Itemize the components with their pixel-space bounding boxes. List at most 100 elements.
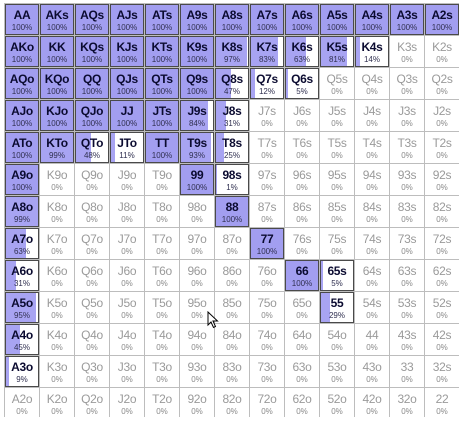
hand-cell-74o[interactable]: 74o 0% [250, 324, 284, 355]
hand-cell-a6o[interactable]: A6o 31% [5, 260, 39, 291]
hand-cell-22[interactable]: 22 0% [425, 388, 459, 419]
hand-cell-84s[interactable]: 84s 0% [355, 196, 389, 227]
hand-cell-j9o[interactable]: J9o 0% [110, 164, 144, 195]
hand-cell-83o[interactable]: 83o 0% [215, 356, 249, 387]
hand-cell-92o[interactable]: 92o 0% [180, 388, 214, 419]
hand-cell-qjs[interactable]: QJs 100% [110, 68, 144, 99]
hand-cell-q9s[interactable]: Q9s 100% [180, 68, 214, 99]
hand-cell-k2o[interactable]: K2o 0% [40, 388, 74, 419]
hand-cell-96s[interactable]: 96s 0% [285, 164, 319, 195]
hand-cell-85o[interactable]: 85o 0% [215, 292, 249, 323]
hand-cell-93s[interactable]: 93s 0% [390, 164, 424, 195]
hand-cell-j6s[interactable]: J6s 0% [285, 100, 319, 131]
hand-cell-q3s[interactable]: Q3s 0% [390, 68, 424, 99]
hand-cell-j3o[interactable]: J3o 0% [110, 356, 144, 387]
hand-cell-k2s[interactable]: K2s 0% [425, 36, 459, 67]
hand-cell-77[interactable]: 77 100% [250, 228, 284, 259]
hand-cell-qjo[interactable]: QJo 100% [75, 100, 109, 131]
hand-cell-44[interactable]: 44 0% [355, 324, 389, 355]
hand-cell-a7s[interactable]: A7s 100% [250, 4, 284, 35]
hand-cell-kk[interactable]: KK 100% [40, 36, 74, 67]
hand-cell-87o[interactable]: 87o 0% [215, 228, 249, 259]
hand-cell-52o[interactable]: 52o 0% [320, 388, 354, 419]
hand-cell-j4o[interactable]: J4o 0% [110, 324, 144, 355]
hand-cell-q5o[interactable]: Q5o 0% [75, 292, 109, 323]
hand-cell-a8o[interactable]: A8o 99% [5, 196, 39, 227]
hand-cell-97o[interactable]: 97o 0% [180, 228, 214, 259]
hand-cell-kjo[interactable]: KJo 100% [40, 100, 74, 131]
hand-cell-qto[interactable]: QTo 48% [75, 132, 109, 163]
hand-cell-72o[interactable]: 72o 0% [250, 388, 284, 419]
hand-cell-kts[interactable]: KTs 100% [145, 36, 179, 67]
hand-cell-k5s[interactable]: K5s 81% [320, 36, 354, 67]
hand-cell-76o[interactable]: 76o 0% [250, 260, 284, 291]
hand-cell-75o[interactable]: 75o 0% [250, 292, 284, 323]
hand-cell-53o[interactable]: 53o 0% [320, 356, 354, 387]
hand-cell-96o[interactable]: 96o 0% [180, 260, 214, 291]
hand-cell-q4o[interactable]: Q4o 0% [75, 324, 109, 355]
hand-cell-k4s[interactable]: K4s 14% [355, 36, 389, 67]
hand-cell-aqs[interactable]: AQs 100% [75, 4, 109, 35]
hand-cell-a2o[interactable]: A2o 0% [5, 388, 39, 419]
hand-cell-65s[interactable]: 65s 5% [320, 260, 354, 291]
hand-cell-42o[interactable]: 42o 0% [355, 388, 389, 419]
hand-cell-32s[interactable]: 32s 0% [425, 356, 459, 387]
hand-cell-85s[interactable]: 85s 0% [320, 196, 354, 227]
hand-cell-t9s[interactable]: T9s 93% [180, 132, 214, 163]
hand-cell-q2s[interactable]: Q2s 0% [425, 68, 459, 99]
hand-cell-aqo[interactable]: AQo 100% [5, 68, 39, 99]
hand-cell-q9o[interactable]: Q9o 0% [75, 164, 109, 195]
hand-cell-k5o[interactable]: K5o 0% [40, 292, 74, 323]
hand-cell-a6s[interactable]: A6s 100% [285, 4, 319, 35]
hand-cell-95o[interactable]: 95o 0% [180, 292, 214, 323]
hand-cell-q7o[interactable]: Q7o 0% [75, 228, 109, 259]
hand-cell-64s[interactable]: 64s 0% [355, 260, 389, 291]
hand-cell-t5o[interactable]: T5o 0% [145, 292, 179, 323]
hand-cell-q7s[interactable]: Q7s 12% [250, 68, 284, 99]
hand-cell-66[interactable]: 66 100% [285, 260, 319, 291]
hand-cell-t8s[interactable]: T8s 25% [215, 132, 249, 163]
hand-cell-82o[interactable]: 82o 0% [215, 388, 249, 419]
hand-cell-t3s[interactable]: T3s 0% [390, 132, 424, 163]
hand-cell-jts[interactable]: JTs 100% [145, 100, 179, 131]
hand-cell-93o[interactable]: 93o 0% [180, 356, 214, 387]
hand-cell-tt[interactable]: TT 100% [145, 132, 179, 163]
hand-cell-kqs[interactable]: KQs 100% [75, 36, 109, 67]
hand-cell-j5o[interactable]: J5o 0% [110, 292, 144, 323]
hand-cell-k6o[interactable]: K6o 0% [40, 260, 74, 291]
hand-cell-j8o[interactable]: J8o 0% [110, 196, 144, 227]
hand-cell-q2o[interactable]: Q2o 0% [75, 388, 109, 419]
hand-cell-73s[interactable]: 73s 0% [390, 228, 424, 259]
hand-cell-a5o[interactable]: A5o 95% [5, 292, 39, 323]
hand-cell-87s[interactable]: 87s 0% [250, 196, 284, 227]
hand-cell-a8s[interactable]: A8s 100% [215, 4, 249, 35]
hand-cell-65o[interactable]: 65o 0% [285, 292, 319, 323]
hand-cell-52s[interactable]: 52s 0% [425, 292, 459, 323]
hand-cell-95s[interactable]: 95s 0% [320, 164, 354, 195]
hand-cell-q6s[interactable]: Q6s 5% [285, 68, 319, 99]
hand-cell-63o[interactable]: 63o 0% [285, 356, 319, 387]
hand-cell-83s[interactable]: 83s 0% [390, 196, 424, 227]
hand-cell-j6o[interactable]: J6o 0% [110, 260, 144, 291]
hand-cell-j5s[interactable]: J5s 0% [320, 100, 354, 131]
hand-cell-t2o[interactable]: T2o 0% [145, 388, 179, 419]
hand-cell-kqo[interactable]: KQo 100% [40, 68, 74, 99]
hand-cell-t7o[interactable]: T7o 0% [145, 228, 179, 259]
hand-cell-q3o[interactable]: Q3o 0% [75, 356, 109, 387]
hand-cell-73o[interactable]: 73o 0% [250, 356, 284, 387]
hand-cell-54s[interactable]: 54s 0% [355, 292, 389, 323]
hand-cell-j7o[interactable]: J7o 0% [110, 228, 144, 259]
hand-cell-j2s[interactable]: J2s 0% [425, 100, 459, 131]
hand-cell-qts[interactable]: QTs 100% [145, 68, 179, 99]
hand-cell-t2s[interactable]: T2s 0% [425, 132, 459, 163]
hand-cell-ako[interactable]: AKo 100% [5, 36, 39, 67]
hand-cell-62s[interactable]: 62s 0% [425, 260, 459, 291]
hand-cell-86o[interactable]: 86o 0% [215, 260, 249, 291]
hand-cell-32o[interactable]: 32o 0% [390, 388, 424, 419]
hand-cell-t3o[interactable]: T3o 0% [145, 356, 179, 387]
hand-cell-75s[interactable]: 75s 0% [320, 228, 354, 259]
hand-cell-88[interactable]: 88 100% [215, 196, 249, 227]
hand-cell-k3s[interactable]: K3s 0% [390, 36, 424, 67]
hand-cell-62o[interactable]: 62o 0% [285, 388, 319, 419]
hand-cell-jto[interactable]: JTo 11% [110, 132, 144, 163]
